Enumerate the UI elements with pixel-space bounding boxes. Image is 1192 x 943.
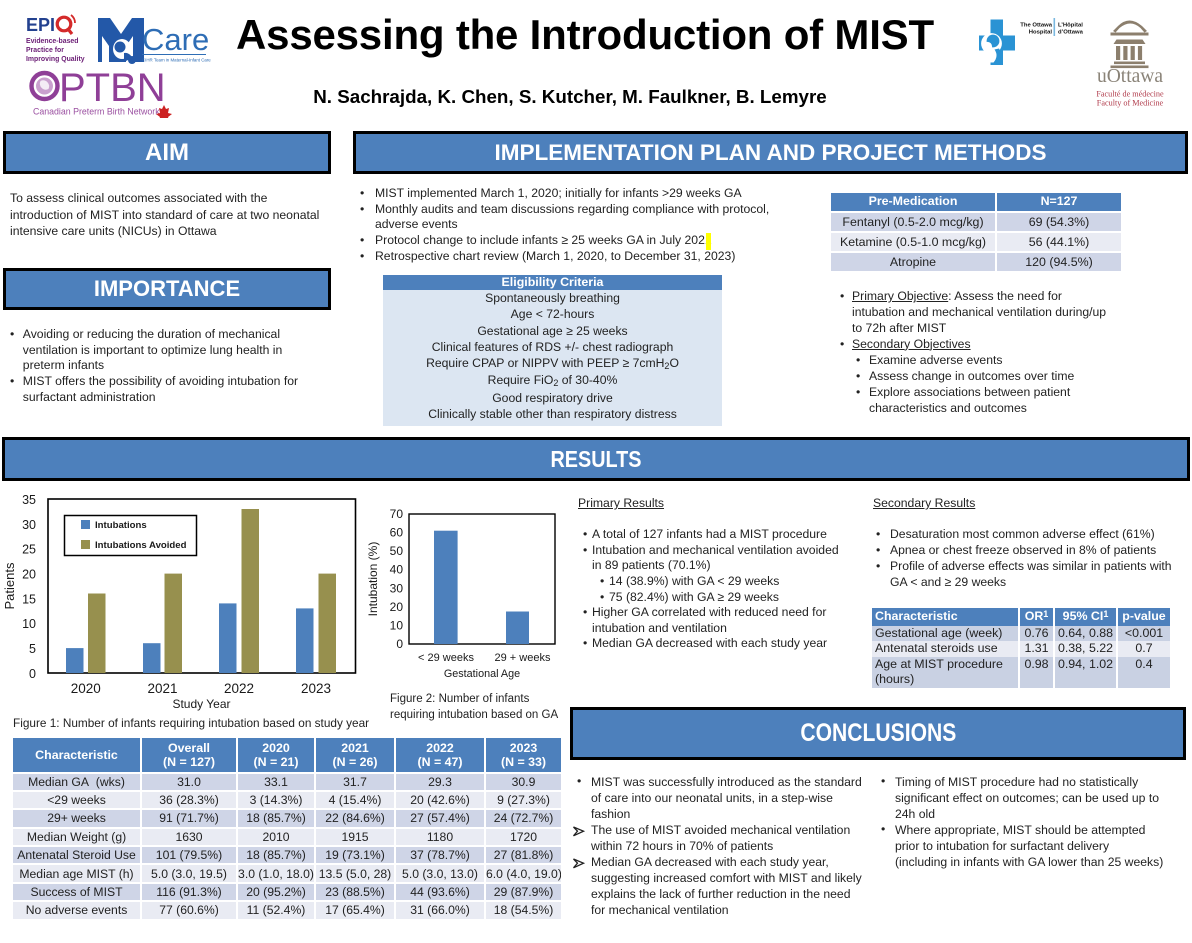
svg-text:d’Ottawa: d’Ottawa: [1058, 30, 1084, 36]
svg-text:Improving Quality: Improving Quality: [26, 56, 85, 63]
svg-text:CIHR Team in Maternal-Infant C: CIHR Team in Maternal-Infant Care: [142, 58, 211, 63]
svg-text:2022: 2022: [224, 681, 254, 696]
svg-text:20: 20: [22, 568, 36, 582]
svg-text:Practice for: Practice for: [26, 47, 64, 54]
svg-text:2023: 2023: [301, 681, 331, 696]
svg-text:0: 0: [29, 667, 36, 681]
svg-text:29 + weeks: 29 + weeks: [495, 652, 551, 664]
svg-text:15: 15: [22, 592, 36, 606]
svg-text:Evidence-based: Evidence-based: [26, 38, 78, 45]
svg-text:Hospital: Hospital: [1029, 30, 1053, 36]
svg-text:10: 10: [22, 617, 36, 631]
svg-text:uOttawa: uOttawa: [1097, 66, 1163, 87]
svg-text:2021: 2021: [147, 681, 177, 696]
svg-text:Canadian Preterm Birth Network: Canadian Preterm Birth Network: [33, 107, 160, 117]
svg-text:30: 30: [22, 518, 36, 532]
svg-text:Patients: Patients: [2, 562, 17, 609]
svg-text:Care: Care: [142, 22, 209, 57]
svg-text:PTBN: PTBN: [59, 68, 166, 110]
svg-text:0: 0: [396, 637, 403, 651]
svg-text:40: 40: [390, 563, 404, 577]
svg-text:Intubations Avoided: Intubations Avoided: [95, 540, 187, 551]
svg-text:The Ottawa: The Ottawa: [1020, 23, 1052, 29]
svg-text:50: 50: [390, 544, 404, 558]
svg-text:EPI: EPI: [26, 15, 55, 35]
svg-text:25: 25: [22, 543, 36, 557]
svg-text:35: 35: [22, 493, 36, 507]
svg-text:Faculty of Medicine: Faculty of Medicine: [1097, 99, 1164, 108]
svg-text:Gestational Age: Gestational Age: [444, 668, 520, 680]
svg-text:2020: 2020: [71, 681, 101, 696]
svg-text:20: 20: [390, 600, 404, 614]
svg-text:70: 70: [390, 507, 404, 521]
svg-text:Intubations: Intubations: [95, 520, 147, 531]
svg-text:60: 60: [390, 526, 404, 540]
svg-text:L’Hôpital: L’Hôpital: [1058, 23, 1083, 29]
svg-text:Intubation (%): Intubation (%): [368, 542, 380, 617]
svg-text:< 29 weeks: < 29 weeks: [418, 652, 474, 664]
svg-text:Faculté de médecine: Faculté de médecine: [1096, 90, 1164, 99]
svg-text:Study Year: Study Year: [172, 697, 230, 711]
svg-text:5: 5: [29, 642, 36, 656]
svg-text:30: 30: [390, 581, 404, 595]
svg-text:10: 10: [390, 618, 404, 632]
